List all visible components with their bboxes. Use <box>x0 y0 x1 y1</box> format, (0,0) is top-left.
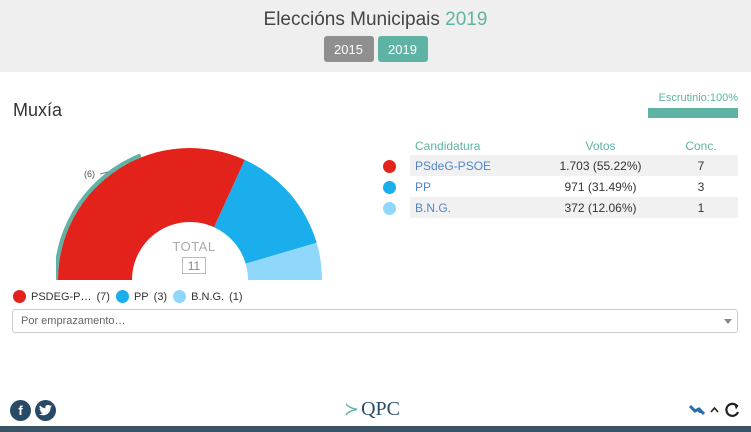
legend-dot-psdeg <box>13 290 26 303</box>
scrutiny-progress-fill <box>648 108 738 118</box>
satellite-icon[interactable] <box>688 403 706 417</box>
legend-dot-bng <box>173 290 187 303</box>
page-title: Eleccións Municipais 2019 <box>0 9 751 31</box>
location-select[interactable]: Por emprazamento… <box>12 309 738 333</box>
legend-count: (7) <box>96 290 110 303</box>
party-votes: 372 (12.06%) <box>537 197 664 218</box>
legend-label: PSDEG-P… <box>31 290 92 303</box>
chevron-up-icon[interactable] <box>710 406 719 414</box>
chevron-down-icon[interactable] <box>724 319 732 324</box>
party-name[interactable]: PP <box>415 179 432 194</box>
header-votos: Votos <box>585 138 616 153</box>
legend-count: (1) <box>229 290 243 303</box>
party-votes: 971 (31.49%) <box>564 179 637 194</box>
chart-outer-ring <box>56 153 142 280</box>
legend-item-pp[interactable]: PP (3) <box>115 290 168 303</box>
table-row[interactable]: PP 971 (31.49%) 3 <box>383 176 738 197</box>
logo-mark-icon: ≻ <box>344 399 360 419</box>
header-candidatura: Candidatura <box>415 138 481 153</box>
qpc-logo[interactable]: ≻ QPC <box>344 398 400 421</box>
party-seats: 1 <box>664 197 738 218</box>
chart-total-value: 11 <box>182 257 206 274</box>
party-dot-bng <box>383 201 396 215</box>
party-name[interactable]: PSdeG-PSOE <box>410 155 537 176</box>
legend-dot-pp <box>115 290 129 303</box>
legend-label: PP <box>133 290 149 303</box>
header-conc: Conc. <box>685 138 717 153</box>
table-header-row: Candidatura Votos Conc. <box>383 136 738 155</box>
logo-text: QPC <box>361 398 400 420</box>
party-dot-psdeg <box>383 159 396 173</box>
header-bar: Eleccións Municipais 2019 2015 2019 <box>0 0 751 72</box>
facebook-icon[interactable]: f <box>10 400 31 421</box>
scrutiny-progress-bar <box>648 108 738 118</box>
party-dot-pp <box>383 180 396 194</box>
title-year: 2019 <box>445 9 488 30</box>
scrutiny-label: Escrutinio:100% <box>658 92 739 104</box>
legend-count: (3) <box>153 290 168 303</box>
seats-chart <box>56 147 322 280</box>
title-text: Eleccións Municipais <box>263 9 440 30</box>
chart-other-label: (6) <box>84 169 95 179</box>
year-selector: 2015 2019 <box>0 36 751 62</box>
footer-line <box>0 426 751 432</box>
twitter-icon[interactable] <box>35 400 56 421</box>
footer-right-icons <box>688 401 741 419</box>
chart-total-label: TOTAL <box>172 239 216 254</box>
refresh-icon[interactable] <box>723 401 741 419</box>
party-votes: 1.703 (55.22%) <box>537 155 664 176</box>
party-name[interactable]: B.N.G. <box>410 197 537 218</box>
chart-leader-line <box>99 171 109 175</box>
year-button-2015[interactable]: 2015 <box>323 36 374 62</box>
chart-slice-b-n-g-[interactable] <box>245 242 322 280</box>
results-table: Candidatura Votos Conc. PSdeG-PSOE 1.703… <box>383 136 738 218</box>
table-row[interactable]: PSdeG-PSOE 1.703 (55.22%) 7 <box>383 155 738 176</box>
legend-label: B.N.G. <box>191 290 225 303</box>
table-row[interactable]: B.N.G. 372 (12.06%) 1 <box>383 197 738 218</box>
party-seats: 7 <box>664 155 738 176</box>
year-button-2019[interactable]: 2019 <box>377 36 428 62</box>
party-seats: 3 <box>697 179 705 194</box>
chart-legend: PSDEG-P… (7) PP (3) B.N.G. (1) <box>13 290 249 303</box>
municipality-name: Muxía <box>13 100 63 120</box>
legend-item-psdeg[interactable]: PSDEG-P… (7) <box>13 290 110 303</box>
chart-slice-pp[interactable] <box>214 159 317 264</box>
chart-slice-psdeg-psoe[interactable] <box>58 147 245 280</box>
legend-item-bng[interactable]: B.N.G. (1) <box>173 290 243 303</box>
